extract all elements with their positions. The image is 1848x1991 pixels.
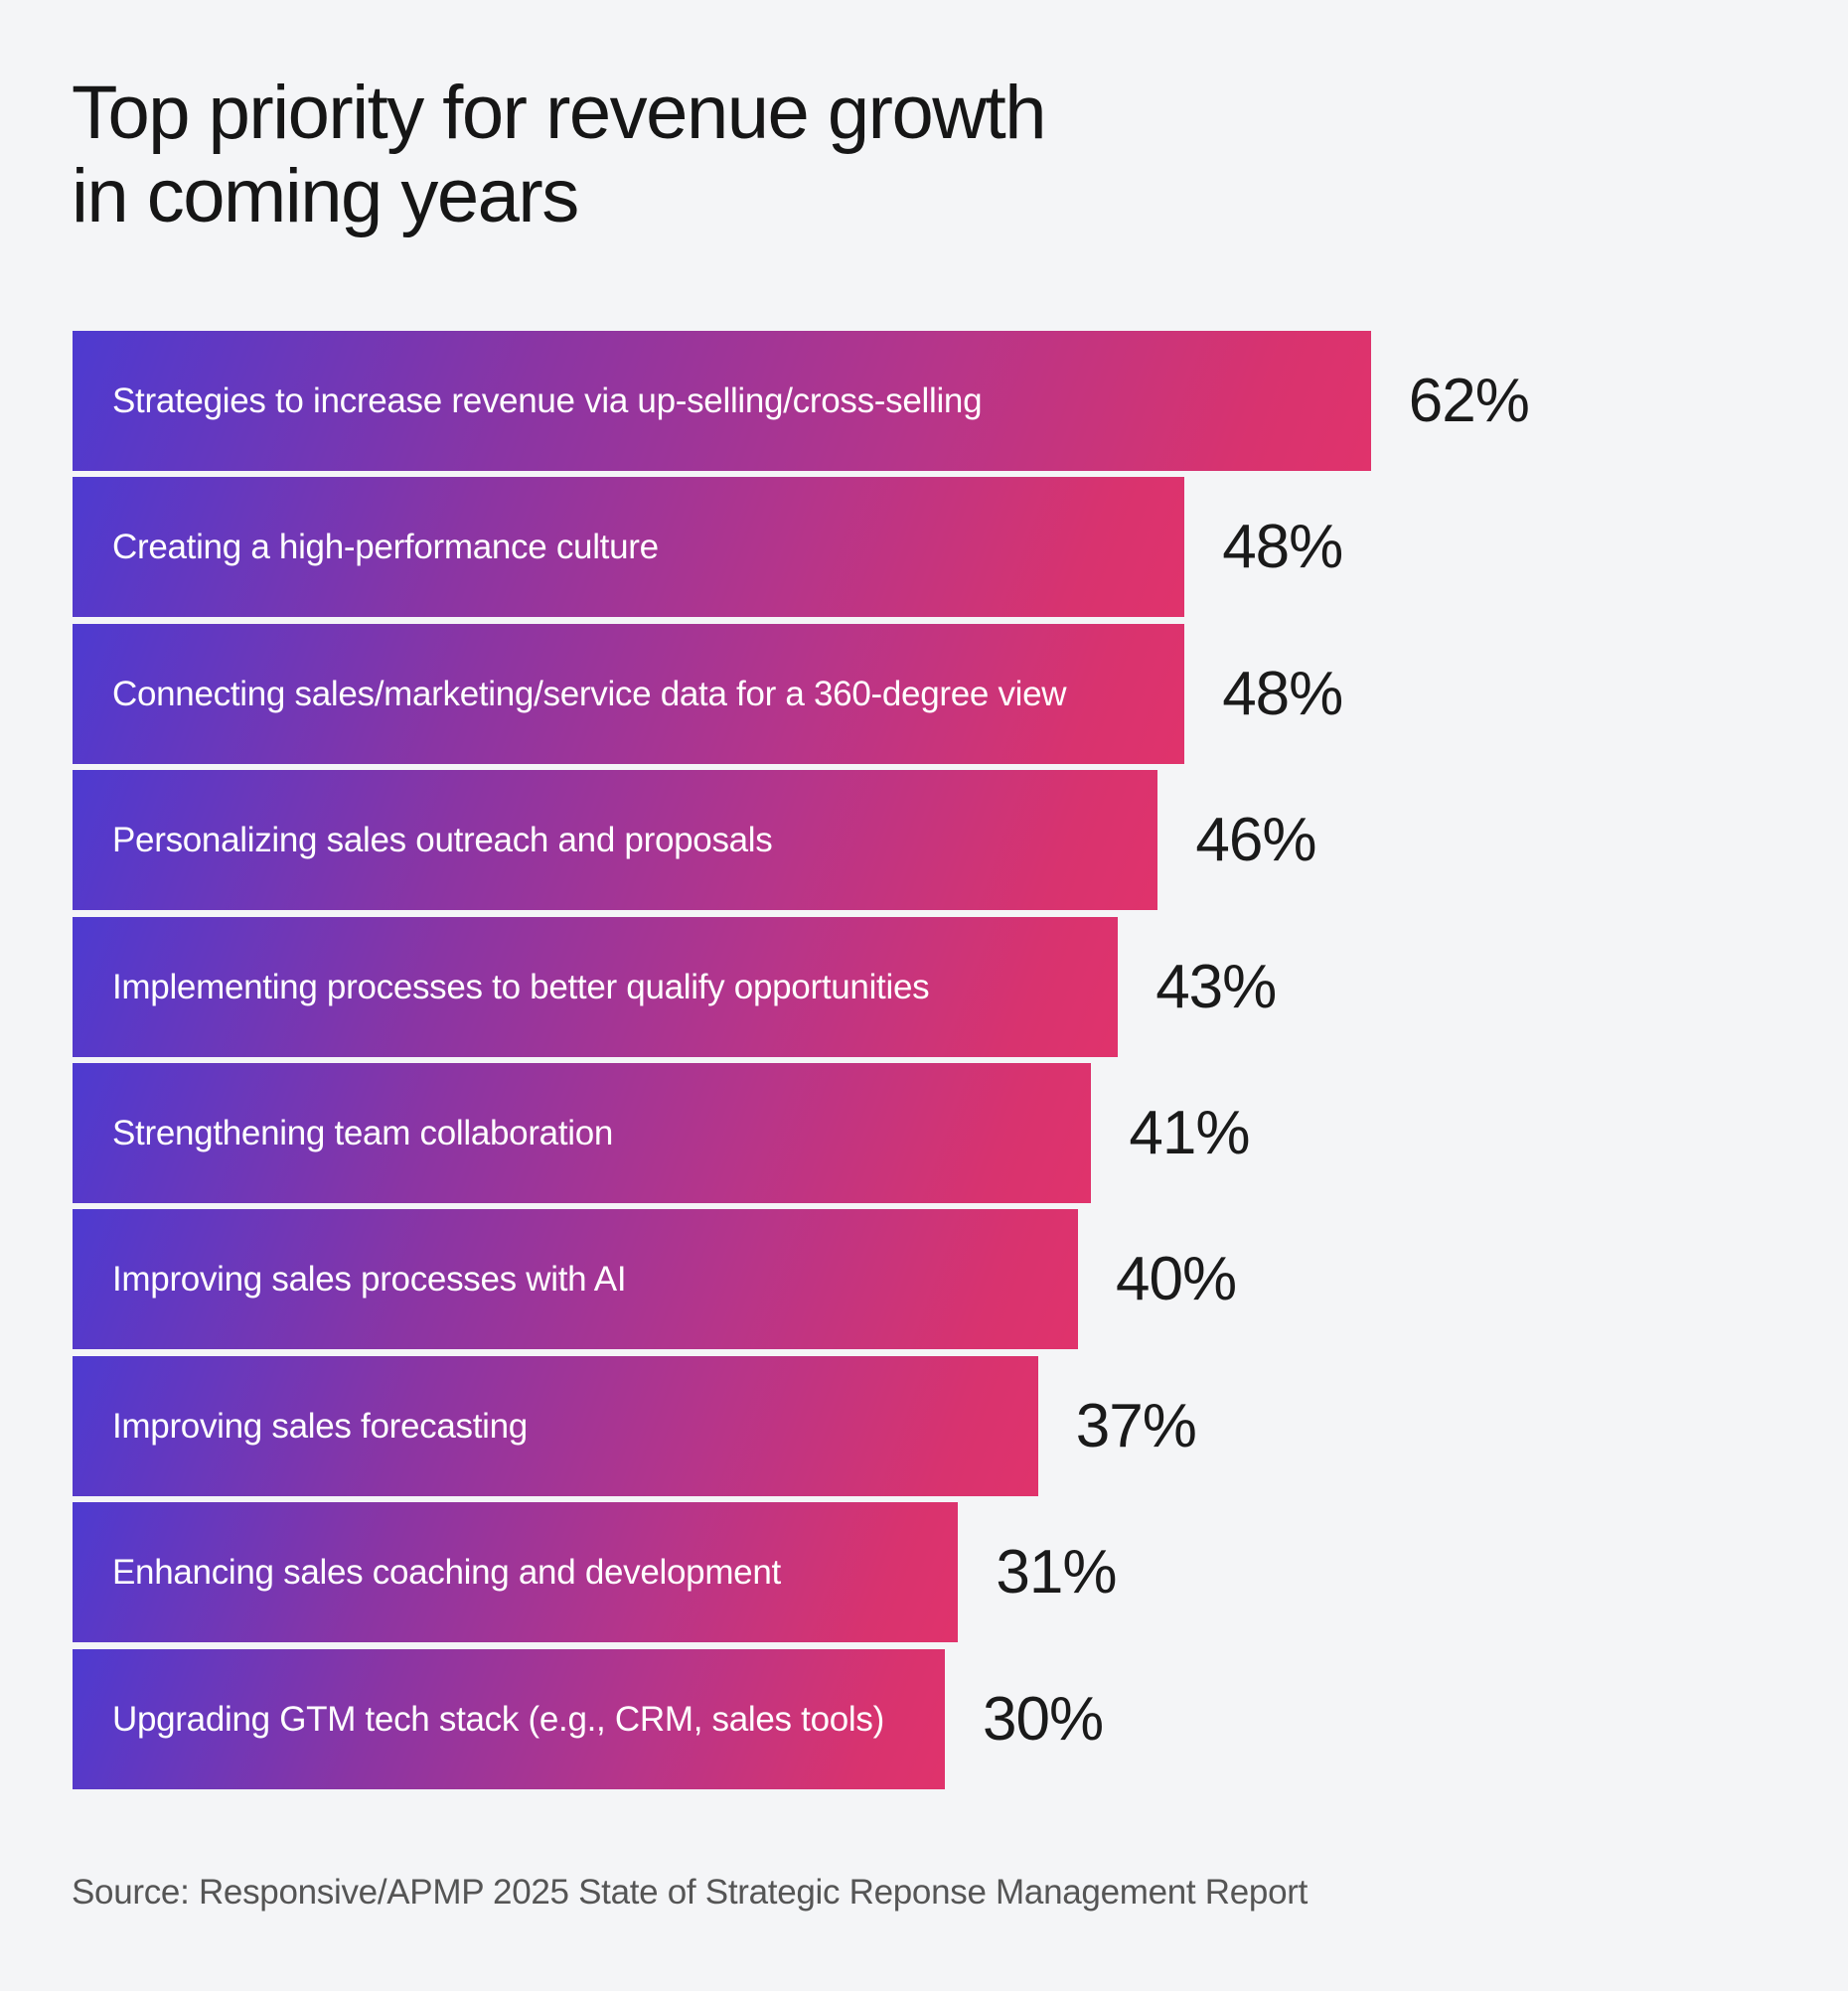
data-label: 31% xyxy=(996,1538,1117,1608)
data-label: 62% xyxy=(1408,367,1530,435)
data-label: 41% xyxy=(1129,1099,1250,1167)
data-label: 43% xyxy=(1155,952,1277,1021)
bar: Upgrading GTM tech stack (e.g., CRM, sal… xyxy=(73,1648,945,1789)
bar-label: Strengthening team collaboration xyxy=(112,1114,614,1152)
bar: Implementing processes to better qualify… xyxy=(73,916,1119,1057)
bar: Creating a high-performance culture xyxy=(73,477,1185,618)
bar-label: Connecting sales/marketing/service data … xyxy=(112,674,1067,713)
bar: Personalizing sales outreach and proposa… xyxy=(73,770,1158,911)
bar: Strengthening team collaboration xyxy=(73,1063,1092,1203)
data-label: 40% xyxy=(1116,1245,1237,1314)
chart-title: Top priority for revenue growth in coming… xyxy=(72,71,1046,238)
bar-label: Creating a high-performance culture xyxy=(112,528,659,567)
data-label: 37% xyxy=(1075,1391,1197,1460)
bar: Improving sales processes with AI xyxy=(73,1209,1078,1350)
bar-label: Enhancing sales coaching and development xyxy=(112,1553,781,1593)
bar-label: Implementing processes to better qualify… xyxy=(112,967,930,1006)
bar: Improving sales forecasting xyxy=(73,1355,1038,1496)
bar-label: Upgrading GTM tech stack (e.g., CRM, sal… xyxy=(112,1699,884,1739)
data-label: 46% xyxy=(1195,806,1316,875)
bar-label: Strategies to increase revenue via up-se… xyxy=(112,382,983,420)
data-label: 48% xyxy=(1222,659,1343,728)
bar-label: Improving sales forecasting xyxy=(112,1406,528,1446)
data-label: 48% xyxy=(1222,513,1343,582)
data-label: 30% xyxy=(983,1684,1104,1754)
bar: Strategies to increase revenue via up-se… xyxy=(73,331,1371,471)
bar-label: Personalizing sales outreach and proposa… xyxy=(112,821,773,860)
bar: Enhancing sales coaching and development xyxy=(73,1502,959,1643)
source-note: Source: Responsive/APMP 2025 State of St… xyxy=(72,1873,1309,1912)
bar-label: Improving sales processes with AI xyxy=(112,1260,627,1300)
bar: Connecting sales/marketing/service data … xyxy=(73,623,1185,764)
